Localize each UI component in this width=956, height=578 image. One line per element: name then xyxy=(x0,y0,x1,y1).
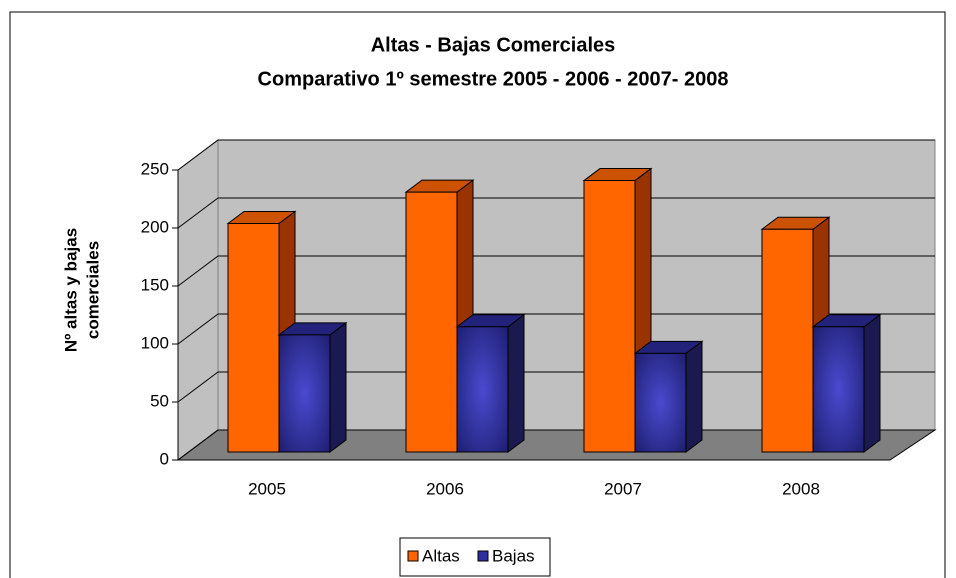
bar-face xyxy=(583,180,636,453)
bar xyxy=(455,313,526,453)
bar-face xyxy=(405,191,458,453)
y-tick-label: 0 xyxy=(160,449,169,468)
bar-face xyxy=(863,313,881,453)
grid-line xyxy=(177,255,935,287)
bar xyxy=(811,313,882,453)
grid-line xyxy=(177,313,935,345)
y-tick-label: 200 xyxy=(141,217,169,236)
legend-label: Bajas xyxy=(492,546,535,565)
frame xyxy=(9,11,946,578)
y-tick-label: 50 xyxy=(150,391,169,410)
x-tick-label: 2005 xyxy=(248,479,286,498)
bar-face xyxy=(278,334,331,453)
chart-title: Altas - Bajas Comerciales xyxy=(371,34,616,56)
y-axis-label: comerciales xyxy=(83,241,102,339)
bar xyxy=(277,321,348,453)
chart-subtitle: Comparativo 1º semestre 2005 - 2006 - 20… xyxy=(258,68,729,90)
y-tick-label: 150 xyxy=(141,275,169,294)
bar-face xyxy=(329,321,347,453)
grid-line xyxy=(177,197,935,229)
bar-face xyxy=(507,313,525,453)
side-wall xyxy=(177,139,219,461)
bar-face xyxy=(227,222,280,453)
legend-swatch xyxy=(407,550,419,562)
bar-face xyxy=(685,340,703,453)
legend-box xyxy=(399,537,551,577)
y-tick-label: 250 xyxy=(141,159,169,178)
y-tick-label: 100 xyxy=(141,333,169,352)
bar-face xyxy=(812,326,865,453)
bar-face xyxy=(634,352,687,453)
x-tick-label: 2007 xyxy=(604,479,642,498)
legend-label: Altas xyxy=(422,546,460,565)
y-axis-label: Nº altas y bajas xyxy=(61,228,80,352)
x-tick-label: 2006 xyxy=(426,479,464,498)
bar-face xyxy=(456,326,509,453)
x-tick-label: 2008 xyxy=(782,479,820,498)
grid-line xyxy=(177,139,935,171)
legend-swatch xyxy=(477,550,489,562)
bar-face xyxy=(761,228,814,453)
bar xyxy=(633,340,704,453)
